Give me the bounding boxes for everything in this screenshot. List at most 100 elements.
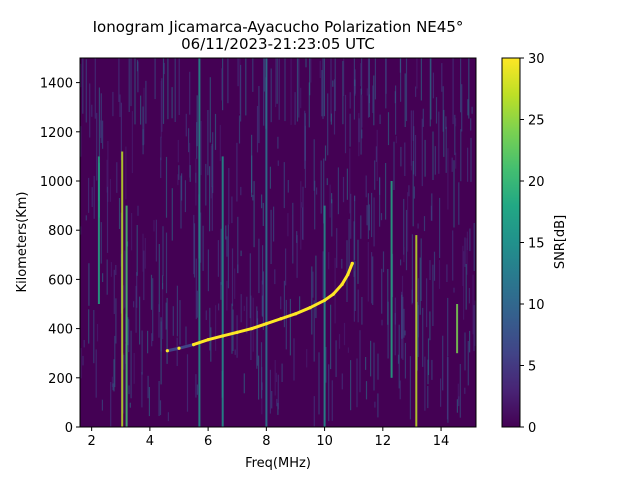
noise-streak (368, 204, 370, 231)
noise-streak (431, 359, 433, 380)
noise-streak (456, 399, 458, 413)
noise-streak (467, 341, 469, 386)
noise-streak (154, 58, 156, 100)
echo-trace-point (221, 334, 225, 338)
noise-streak (165, 156, 168, 218)
noise-streak (136, 272, 138, 308)
noise-streak (263, 58, 265, 126)
noise-streak (366, 88, 368, 96)
noise-streak (160, 80, 162, 138)
noise-streak (374, 58, 376, 100)
noise-streak (281, 363, 283, 382)
noise-streak (109, 179, 111, 202)
colorbar-tick-label: 5 (528, 360, 536, 375)
noise-streak (353, 58, 355, 120)
noise-streak (269, 166, 271, 189)
echo-trace-segment (264, 317, 283, 326)
noise-streak (314, 180, 316, 230)
noise-streak (237, 58, 239, 87)
noise-streak (179, 300, 181, 345)
echo-trace-point (322, 298, 327, 302)
noise-streak (468, 288, 470, 304)
noise-streak (112, 91, 114, 117)
colorbar-tick-label: 25 (528, 114, 545, 129)
noise-streak (123, 285, 125, 309)
y-tick-label: 400 (48, 323, 73, 338)
noise-streak (178, 165, 180, 180)
noise-streak (370, 340, 372, 377)
noise-streak (135, 285, 137, 333)
echo-trace-segment (235, 327, 254, 334)
noise-streak (366, 205, 368, 226)
noise-streak (380, 213, 383, 221)
noise-streak (318, 352, 320, 415)
noise-streak (353, 271, 355, 322)
noise-streak (285, 248, 287, 286)
noise-streak (432, 131, 434, 180)
y-tick-label: 0 (65, 421, 73, 436)
noise-streak (185, 113, 187, 137)
noise-streak (100, 93, 102, 143)
noise-streak (275, 58, 277, 108)
noise-streak (124, 250, 126, 308)
noise-streak (158, 244, 160, 312)
noise-streak (162, 283, 164, 340)
noise-streak (377, 393, 379, 418)
noise-streak (343, 322, 346, 346)
noise-streak (130, 330, 132, 399)
noise-streak (298, 58, 300, 118)
noise-streak (424, 139, 426, 177)
noise-streak (262, 202, 264, 226)
noise-streak (200, 212, 202, 263)
noise-streak (382, 251, 385, 273)
noise-streak (209, 166, 211, 232)
noise-streak (463, 251, 465, 320)
noise-streak (417, 278, 419, 338)
noise-streak (112, 383, 114, 391)
noise-streak (200, 121, 202, 176)
noise-streak (110, 382, 112, 427)
x-tick-label: 2 (88, 434, 96, 449)
noise-streak (296, 231, 298, 243)
noise-streak (210, 146, 212, 199)
noise-streak (172, 306, 174, 336)
colorbar-label: SNR[dB] (553, 215, 568, 269)
noise-streak (277, 160, 279, 166)
noise-streak (394, 297, 396, 325)
noise-streak (236, 142, 238, 202)
noise-streak (462, 245, 464, 286)
noise-streak (350, 193, 352, 239)
noise-streak (470, 137, 472, 182)
noise-streak (211, 186, 213, 231)
echo-trace-segment (331, 282, 344, 296)
noise-streak (128, 319, 130, 353)
noise-streak (348, 219, 350, 270)
noise-streak (421, 118, 423, 187)
noise-streak (414, 135, 417, 177)
noise-streak (469, 330, 471, 353)
noise-streak (394, 312, 396, 356)
noise-streak (293, 338, 295, 381)
noise-streak (360, 63, 362, 87)
noise-streak (455, 118, 457, 127)
noise-streak (177, 174, 179, 186)
noise-streak (385, 163, 387, 220)
noise-streak (473, 305, 475, 352)
noise-streak (196, 95, 198, 147)
noise-streak (349, 113, 351, 147)
noise-streak (361, 95, 363, 128)
noise-streak (82, 58, 84, 114)
noise-streak (387, 301, 389, 359)
noise-streak (375, 146, 377, 162)
x-tick-label: 12 (375, 434, 392, 449)
noise-streak (256, 106, 259, 153)
noise-streak (147, 375, 149, 399)
noise-streak (270, 209, 272, 264)
noise-streak (125, 146, 127, 200)
noise-streak (408, 185, 410, 197)
noise-streak (417, 223, 419, 229)
noise-streak (467, 147, 469, 182)
noise-streak (207, 249, 209, 292)
noise-streak (373, 75, 375, 126)
noise-streak (395, 85, 397, 135)
